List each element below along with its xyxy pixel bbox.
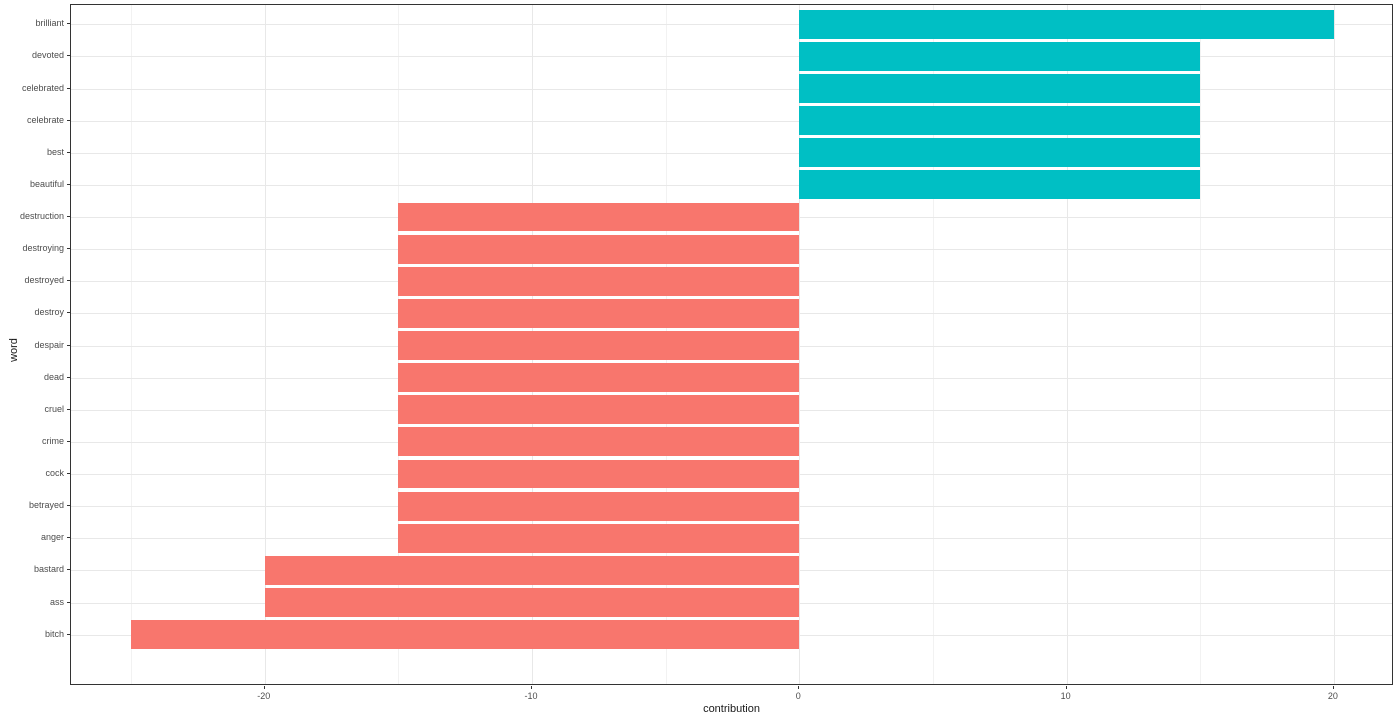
- x-tick-label: 10: [1060, 691, 1071, 701]
- y-tick-mark: [67, 537, 70, 539]
- category-label: cock: [45, 468, 64, 478]
- grid-line-horizontal: [71, 152, 1392, 154]
- y-tick-mark: [67, 505, 70, 507]
- plot-panel: [70, 4, 1393, 685]
- category-label: crime: [42, 435, 64, 446]
- y-tick-mark: [67, 55, 70, 57]
- x-tick-mark: [531, 686, 532, 689]
- x-tick-mark: [263, 686, 265, 689]
- category-label: cruel: [44, 403, 64, 414]
- x-tick-label: 20: [1327, 691, 1338, 701]
- category-label: brilliant: [35, 18, 64, 29]
- bar-ass: [264, 588, 800, 617]
- x-tick-label: -10: [524, 691, 538, 701]
- bar-despair: [398, 331, 800, 360]
- category-label: devoted: [31, 50, 64, 61]
- grid-line-vertical-major: [264, 5, 266, 684]
- bar-bastard: [264, 555, 800, 585]
- y-tick-mark: [67, 408, 70, 410]
- bar-brilliant: [799, 9, 1334, 39]
- bar-dead: [398, 363, 800, 393]
- y-tick-mark: [67, 312, 70, 314]
- bar-celebrated: [799, 74, 1201, 103]
- y-axis-title: word: [7, 338, 20, 362]
- y-tick-mark: [67, 23, 70, 25]
- category-label: destruction: [19, 211, 64, 221]
- bar-beautiful: [799, 170, 1201, 200]
- category-label: destroy: [34, 307, 64, 318]
- y-tick-mark: [67, 183, 70, 185]
- category-label: ass: [49, 596, 64, 607]
- grid-line-horizontal: [71, 24, 1392, 26]
- y-tick-mark: [67, 216, 70, 217]
- x-axis-title: contribution: [703, 703, 760, 715]
- category-label: destroyed: [24, 275, 64, 286]
- y-tick-mark: [67, 344, 70, 346]
- y-tick-mark: [67, 280, 70, 282]
- category-label: anger: [40, 532, 64, 543]
- bar-destruction: [398, 202, 800, 232]
- bar-cruel: [398, 395, 800, 425]
- y-tick-mark: [67, 376, 70, 378]
- x-tick-mark: [1065, 686, 1067, 689]
- bar-best: [799, 138, 1201, 168]
- category-label: best: [46, 146, 64, 157]
- y-tick-mark: [67, 119, 70, 121]
- bar-celebrate: [799, 106, 1201, 136]
- y-tick-mark: [67, 633, 70, 635]
- x-tick-mark: [798, 686, 800, 689]
- grid-line-vertical-minor: [131, 5, 133, 684]
- y-tick-mark: [67, 87, 70, 89]
- bar-cock: [398, 459, 800, 489]
- x-tick-label: 0: [795, 691, 801, 701]
- grid-line-vertical-major: [1066, 5, 1068, 684]
- bar-bitch: [131, 620, 800, 649]
- grid-line-vertical-major: [1333, 5, 1335, 684]
- category-label: beautiful: [29, 178, 64, 189]
- bar-devoted: [799, 41, 1201, 71]
- category-label: destroying: [22, 243, 64, 254]
- bar-destroyed: [398, 266, 800, 296]
- x-tick-mark: [1332, 686, 1334, 689]
- grid-line-horizontal: [71, 56, 1392, 58]
- grid-line-vertical-major: [799, 5, 801, 684]
- bar-anger: [398, 523, 800, 553]
- bar-betrayed: [398, 491, 800, 521]
- category-label: celebrated: [21, 82, 64, 93]
- category-label: dead: [43, 371, 64, 382]
- grid-line-horizontal: [71, 120, 1392, 122]
- y-tick-mark: [67, 440, 70, 442]
- category-label: betrayed: [28, 500, 64, 511]
- y-tick-mark: [67, 248, 70, 250]
- y-tick-mark: [67, 601, 70, 603]
- category-label: bastard: [33, 564, 64, 575]
- bar-crime: [398, 427, 800, 457]
- category-label: bitch: [44, 628, 64, 639]
- category-label: celebrate: [26, 114, 64, 125]
- y-tick-mark: [67, 569, 70, 571]
- category-label: despair: [34, 339, 64, 350]
- grid-line-horizontal: [71, 88, 1392, 90]
- grid-line-vertical-minor: [933, 5, 934, 684]
- bar-destroy: [398, 298, 800, 328]
- grid-line-vertical-minor: [1200, 5, 1202, 684]
- grid-line-horizontal: [71, 184, 1392, 186]
- y-tick-mark: [67, 151, 70, 153]
- x-tick-label: -20: [257, 691, 271, 701]
- bar-destroying: [398, 234, 800, 264]
- y-tick-mark: [67, 473, 70, 474]
